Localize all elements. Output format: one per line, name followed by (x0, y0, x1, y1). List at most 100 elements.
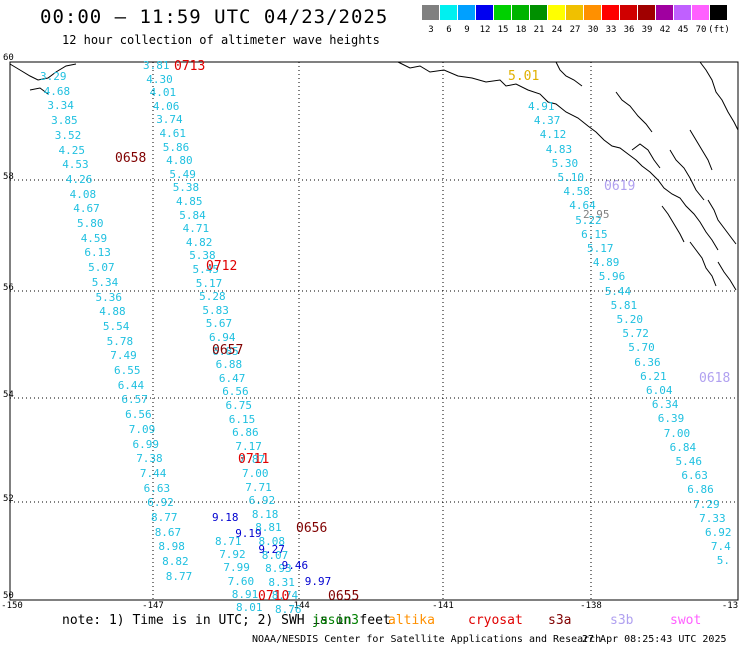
wave-height-value: 9.97 (304, 575, 332, 588)
wave-height-value: 3.29 (40, 70, 67, 83)
wave-height-value: 2.95 (583, 208, 610, 221)
wave-height-value: 6.57 (121, 393, 148, 407)
wave-height-value: 8.67 (154, 525, 182, 539)
pass-time-label: 0713 (174, 59, 206, 74)
legend-swatch (530, 5, 547, 20)
wave-height-value: 5.17 (587, 242, 614, 255)
coastline (9, 61, 739, 291)
wave-height-value: 5.44 (604, 284, 632, 298)
legend-label: 12 (479, 25, 491, 35)
lat-label: 58 (3, 172, 14, 182)
wave-height-value: 6.94 (209, 331, 236, 344)
wave-height-value: 7.4 (710, 540, 731, 554)
wave-height-value: 7.87 (238, 453, 266, 467)
wave-height-value: 9.27 (258, 543, 285, 556)
wave-height-value: 7.38 (136, 452, 163, 466)
satellite-jason3: jason3 (312, 613, 359, 628)
lon-label: -150 (1, 601, 23, 611)
wave-height-value: 4.12 (539, 128, 567, 142)
wave-height-value: 5.86 (162, 140, 190, 154)
lon-label: -13 (721, 601, 739, 611)
pass-time-label: 0618 (699, 371, 731, 386)
wave-height-value: 5.49 (169, 167, 196, 181)
legend-swatch (584, 5, 601, 20)
wave-height-value: 6.39 (657, 412, 685, 426)
wave-height-value: 6.63 (681, 469, 708, 483)
wave-height-value: 6.92 (248, 494, 276, 508)
wave-height-value: 4.89 (592, 256, 620, 270)
wave-height-value: 5.30 (551, 156, 579, 170)
wave-height-value: 8.08 (258, 535, 286, 548)
wave-height-value: 4.01 (149, 86, 177, 100)
wave-height-value: 4.61 (159, 127, 187, 140)
legend-label: (ft) (708, 25, 730, 35)
wave-height-value: 8.74 (271, 589, 299, 603)
wave-height-value: 6.99 (132, 437, 160, 451)
wave-height-value: 5.28 (199, 290, 226, 304)
wave-height-value: 5.83 (202, 303, 229, 317)
legend-label: 30 (587, 25, 599, 35)
wave-height-value: 6.56 (222, 385, 249, 399)
lat-label: 50 (3, 591, 14, 601)
wave-height-value: 6.56 (125, 408, 152, 422)
wave-height-value: 5.54 (102, 319, 130, 333)
wave-height-value: 6.86 (687, 483, 714, 497)
wave-height-value: 7.00 (663, 426, 691, 440)
wave-height-value: 4.58 (563, 185, 590, 199)
wave-height-value: 5.07 (88, 261, 115, 275)
wave-height-value: 4.67 (73, 202, 100, 216)
wave-height-value: 8.71 (215, 535, 242, 548)
legend-swatch (710, 5, 727, 20)
wave-height-value: 5.70 (628, 341, 655, 355)
wave-height-value: 4.37 (533, 114, 561, 128)
wave-height-value: 5.67 (205, 317, 233, 331)
pass-time-label: 0711 (238, 452, 270, 467)
legend-label: 42 (659, 25, 671, 35)
wave-height-value: 5.46 (675, 455, 703, 468)
wave-height-value: 6.84 (669, 440, 697, 454)
wave-height-value: 4.59 (80, 231, 108, 245)
legend-label: 9 (464, 25, 470, 35)
lon-label: -138 (580, 601, 602, 611)
wave-height-value: 5.34 (91, 275, 119, 289)
wave-height-value: 5.81 (610, 298, 638, 312)
satellite-swot: swot (670, 613, 702, 628)
wave-height-value: 4.06 (152, 99, 180, 113)
wave-height-value: 5.36 (95, 290, 123, 304)
wave-height-value: 3.74 (156, 113, 183, 127)
wave-height-value: 3.34 (47, 99, 74, 113)
pass-time-label: 0658 (115, 151, 147, 166)
lat-label: 54 (3, 390, 14, 400)
wave-height-value: 6.21 (640, 369, 667, 383)
lat-label: 56 (3, 283, 14, 293)
wave-height-value: 4.25 (58, 143, 86, 157)
wave-height-value: 4.91 (528, 100, 555, 113)
legend-swatch (458, 5, 475, 20)
wave-height-value: 6.36 (634, 355, 661, 369)
satellite-s3b: s3b (610, 613, 634, 628)
lat-label: 60 (3, 53, 14, 63)
lon-label: -141 (432, 601, 454, 611)
wave-height-value: 5.10 (557, 171, 585, 184)
legend-swatch (692, 5, 709, 20)
wave-height-value: 8.91 (231, 587, 259, 601)
wave-height-value: 6.88 (215, 358, 243, 372)
wave-height-value: 6.92 (705, 526, 732, 539)
legend-label: 33 (605, 25, 617, 35)
wave-height-value: 3.85 (51, 114, 78, 128)
legend-label: 36 (623, 25, 635, 35)
wave-height-value: 9.18 (212, 511, 239, 524)
map-frame (9, 61, 739, 601)
wave-height-value: 7.71 (245, 480, 272, 494)
wave-height-value: 8.01 (236, 601, 263, 614)
wave-height-value: 6.15 (581, 227, 608, 241)
wave-height-value: 9.19 (235, 527, 262, 540)
wave-height-value: 5.96 (598, 270, 626, 284)
legend-label: 70 (695, 25, 707, 35)
wave-height-value: 7.17 (235, 439, 262, 453)
wave-height-value: 6.86 (232, 426, 259, 440)
generated-timestamp: 27 Apr 08:25:43 UTC 2025 (582, 634, 727, 645)
wave-height-value: 7.00 (242, 467, 269, 480)
legend-swatch (674, 5, 691, 20)
